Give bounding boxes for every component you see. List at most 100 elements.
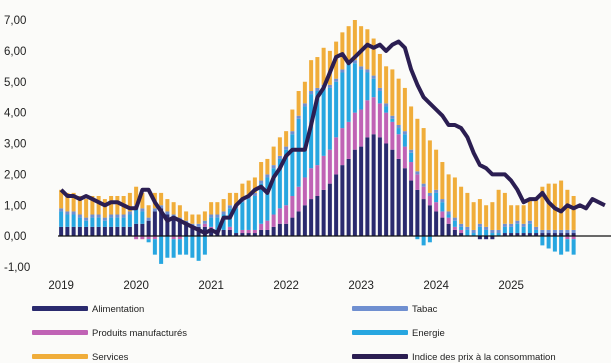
services-bar xyxy=(434,149,439,190)
services-bar xyxy=(402,87,407,132)
produits-manufactures-bar xyxy=(277,208,282,224)
energie-bar xyxy=(559,236,564,255)
alimentation-bar xyxy=(365,137,370,237)
alimentation-bar xyxy=(540,233,545,237)
alimentation-bar xyxy=(90,226,95,237)
y-tick-label: 7,00 xyxy=(4,15,26,27)
energie-bar xyxy=(471,233,476,237)
produits-manufactures-bar xyxy=(265,220,270,230)
alimentation-bar xyxy=(415,189,420,237)
alimentation-bar xyxy=(346,158,351,237)
alimentation-bar xyxy=(271,226,276,237)
produits-manufactures-bar xyxy=(446,217,451,224)
tabac-bar xyxy=(477,223,482,227)
legend-swatch xyxy=(32,354,88,359)
services-bar xyxy=(415,118,420,172)
produits-manufactures-bar xyxy=(415,174,420,190)
energie-bar xyxy=(152,239,157,255)
alimentation-bar xyxy=(71,226,76,237)
services-bar xyxy=(296,91,301,116)
energie-bar xyxy=(96,217,101,227)
alimentation-bar xyxy=(309,199,314,237)
services-bar xyxy=(396,78,401,125)
energie-bar xyxy=(427,236,432,243)
energie-bar xyxy=(84,220,89,227)
tabac-bar xyxy=(421,183,426,187)
services-bar xyxy=(171,202,176,215)
alimentation-bar xyxy=(102,226,107,237)
produits-manufactures-bar xyxy=(440,211,445,218)
energie-bar xyxy=(465,229,470,237)
alimentation-bar xyxy=(284,223,289,237)
energie-bar xyxy=(390,118,395,122)
alimentation-bar xyxy=(171,217,176,237)
alimentation-bar xyxy=(290,217,295,237)
services-bar xyxy=(234,192,239,206)
energie-bar xyxy=(490,233,495,237)
services-bar xyxy=(315,57,320,88)
energie-bar xyxy=(459,226,464,230)
tabac-bar xyxy=(409,149,414,153)
tabac-bar xyxy=(277,155,282,159)
services-bar xyxy=(134,186,139,206)
tabac-bar xyxy=(559,229,564,234)
tabac-bar xyxy=(127,211,132,215)
energie-bar xyxy=(540,236,545,246)
services-bar xyxy=(440,162,445,200)
alimentation-bar xyxy=(552,233,557,237)
alimentation-bar xyxy=(340,165,345,237)
energie-bar xyxy=(571,239,576,255)
alimentation-bar xyxy=(321,189,326,237)
produits-manufactures-bar xyxy=(284,205,289,224)
legend-label: Tabac xyxy=(412,304,438,315)
energie-bar xyxy=(240,202,245,230)
produits-manufactures-bar xyxy=(259,223,264,230)
services-bar xyxy=(527,199,532,221)
tabac-bar xyxy=(427,192,432,196)
tabac-bar xyxy=(271,165,276,169)
energie-bar xyxy=(146,239,151,243)
services-bar xyxy=(515,205,520,221)
alimentation-bar xyxy=(571,233,576,237)
produits-manufactures-bar xyxy=(171,236,176,240)
y-tick-label: 6,00 xyxy=(4,46,26,58)
alimentation-bar xyxy=(302,205,307,237)
tabac-bar xyxy=(465,226,470,230)
services-bar xyxy=(496,189,501,230)
services-bar xyxy=(452,177,457,218)
energie-bar xyxy=(102,220,107,227)
energie-bar xyxy=(440,202,445,212)
legend-label: Services xyxy=(92,352,129,363)
tabac-bar xyxy=(377,87,382,92)
services-bar xyxy=(65,192,70,212)
services-bar xyxy=(140,192,145,209)
tabac-bar xyxy=(390,115,395,119)
alimentation-bar xyxy=(484,236,489,240)
y-tick-label: 0,00 xyxy=(4,231,26,243)
tabac-bar xyxy=(302,103,307,107)
alimentation-bar xyxy=(177,220,182,237)
services-bar xyxy=(490,202,495,230)
alimentation-bar xyxy=(184,223,189,237)
alimentation-bar xyxy=(146,220,151,237)
tabac-bar xyxy=(471,229,476,234)
energie-bar xyxy=(477,226,482,237)
alimentation-bar xyxy=(477,236,482,240)
produits-manufactures-bar xyxy=(340,128,345,166)
energie-bar xyxy=(284,149,289,206)
produits-manufactures-bar xyxy=(140,236,145,240)
tabac-bar xyxy=(165,211,170,215)
tabac-bar xyxy=(371,75,376,79)
energie-bar xyxy=(134,208,139,224)
alimentation-bar xyxy=(96,226,101,237)
services-bar xyxy=(277,137,282,156)
energie-bar xyxy=(496,233,501,237)
alimentation-bar xyxy=(440,217,445,237)
tabac-bar xyxy=(109,214,114,218)
energie-bar xyxy=(71,214,76,227)
energie-bar xyxy=(534,229,539,234)
services-bar xyxy=(346,26,351,61)
services-bar xyxy=(159,192,164,206)
energie-bar xyxy=(552,236,557,252)
alimentation-bar xyxy=(109,226,114,237)
